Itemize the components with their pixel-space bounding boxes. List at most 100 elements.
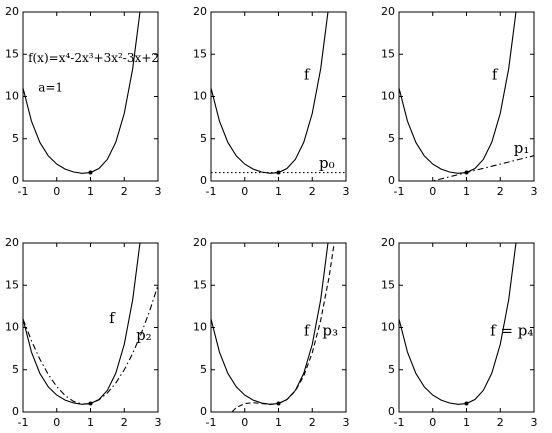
curve-label: p₀ [319,154,335,172]
x-tick-label: 3 [155,185,162,198]
point [88,401,93,406]
y-tick-label: 0 [388,174,395,187]
y-tick-label: 20 [381,5,395,18]
y-tick-label: 10 [193,321,207,334]
curve [399,243,517,405]
curve-label: f [304,65,311,83]
x-tick-label: 2 [121,416,128,429]
curve-label: f [492,65,499,83]
x-tick-label: 2 [121,185,128,198]
point [464,170,469,175]
x-tick-label: -1 [18,185,29,198]
point [88,170,93,175]
x-tick-label: 2 [497,185,504,198]
curve [211,12,329,174]
plot-area [211,243,335,412]
plot-area [399,12,534,181]
curve [23,285,158,405]
y-tick-label: 5 [388,132,395,145]
curve-label: p₂ [136,326,152,344]
plot-frame [22,242,159,413]
y-tick-label: 0 [12,405,19,418]
y-tick-label: 10 [381,90,395,103]
curve-label: p₁ [514,139,530,157]
curve-label: p₃ [322,322,338,340]
x-tick-label: 2 [309,185,316,198]
point [464,401,469,406]
x-tick-label: 0 [429,185,436,198]
curve [23,243,141,405]
x-tick-label: -1 [18,416,29,429]
y-tick-label: 10 [381,321,395,334]
y-tick-label: 15 [381,278,395,291]
curve-label: f = p₄ [490,322,533,340]
y-tick-label: 15 [193,47,207,60]
x-tick-label: 1 [87,185,94,198]
plot-frame [398,242,535,413]
plot-area [211,12,346,174]
x-tick-label: 3 [343,416,350,429]
y-tick-label: 5 [12,132,19,145]
plot-area [23,243,158,405]
x-tick-label: 2 [309,416,316,429]
y-tick-label: 15 [193,278,207,291]
plot-area [399,243,517,405]
y-tick-label: 5 [388,363,395,376]
x-tick-label: 1 [463,416,470,429]
x-tick-label: -1 [394,416,405,429]
point [276,170,281,175]
point [276,401,281,406]
y-tick-label: 5 [200,363,207,376]
x-tick-label: 0 [53,185,60,198]
x-tick-label: 1 [87,416,94,429]
x-tick-label: 3 [343,185,350,198]
x-tick-label: 3 [531,416,538,429]
x-tick-label: 0 [241,185,248,198]
x-tick-label: 1 [275,416,282,429]
y-tick-label: 15 [381,47,395,60]
plot-frame [210,11,347,182]
x-tick-label: 1 [275,185,282,198]
x-tick-label: 2 [497,416,504,429]
y-tick-label: 15 [5,47,19,60]
annotation: a=1 [38,81,63,95]
y-tick-label: 20 [193,5,207,18]
x-tick-label: 3 [155,416,162,429]
annotation: f(x)=x⁴-2x³+3x²-3x+2 [28,51,159,65]
x-tick-label: 0 [429,416,436,429]
x-tick-label: 3 [531,185,538,198]
y-tick-label: 0 [388,405,395,418]
y-tick-label: 0 [200,405,207,418]
y-tick-label: 20 [5,5,19,18]
y-tick-label: 10 [5,90,19,103]
x-tick-label: -1 [206,185,217,198]
plot-frame [398,11,535,182]
curve-label: f [109,309,116,327]
plot-frame [210,242,347,413]
y-tick-label: 15 [5,278,19,291]
y-tick-label: 10 [193,90,207,103]
y-tick-label: 5 [200,132,207,145]
y-tick-label: 5 [12,363,19,376]
x-tick-label: -1 [394,185,405,198]
y-tick-label: 0 [200,174,207,187]
y-tick-label: 10 [5,321,19,334]
curve [211,243,329,405]
y-tick-label: 20 [381,236,395,249]
y-tick-label: 20 [5,236,19,249]
y-tick-label: 20 [193,236,207,249]
x-tick-label: 0 [241,416,248,429]
plot-frame [22,11,159,182]
x-tick-label: -1 [206,416,217,429]
x-tick-label: 0 [53,416,60,429]
curve-label: f [304,322,311,340]
x-tick-label: 1 [463,185,470,198]
